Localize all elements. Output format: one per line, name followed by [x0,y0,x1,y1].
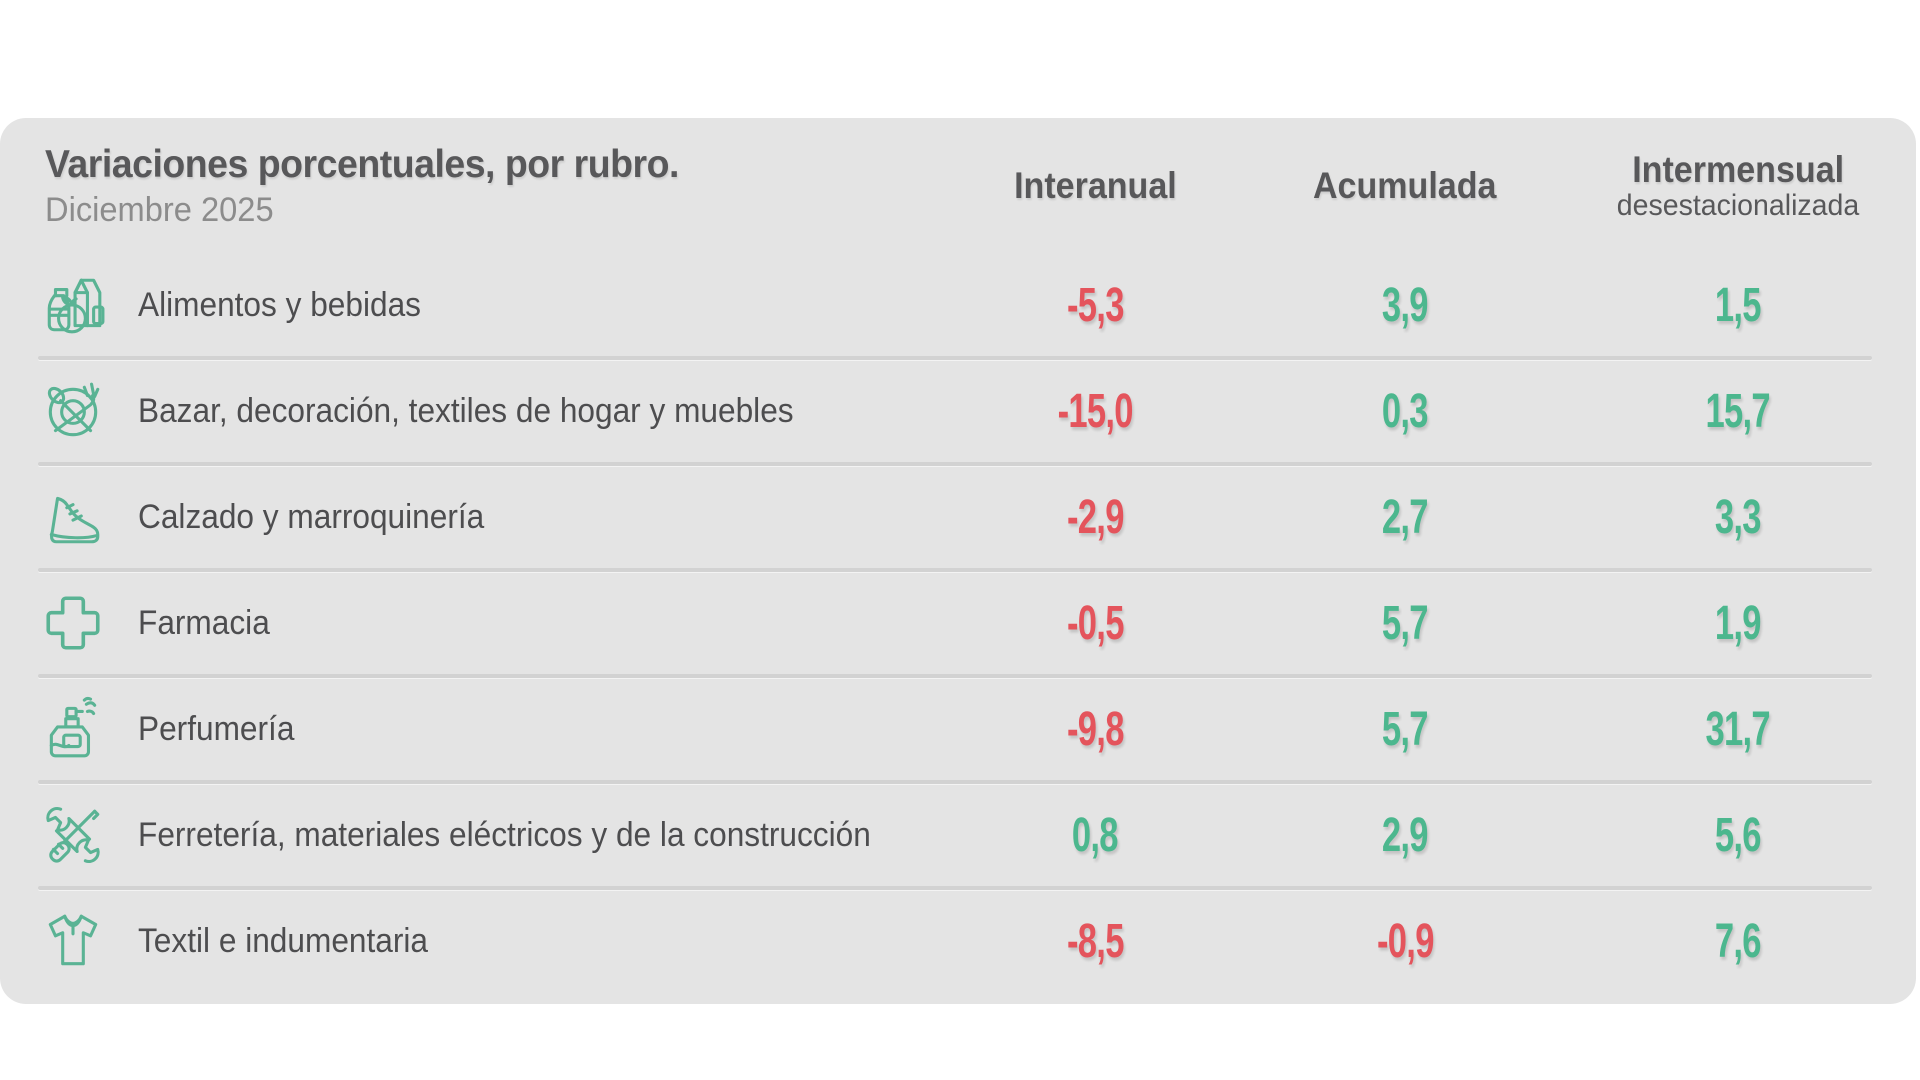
title-block: Variaciones porcentuales, por rubro. Dic… [0,143,940,230]
row-divider [38,568,1872,572]
value-interanual: -5,3 [1066,278,1124,332]
value-acumulada: 5,7 [1382,596,1429,650]
value-interanual: -2,9 [1066,490,1124,544]
value-acumulada: -0,9 [1376,914,1434,968]
tools-icon [40,802,106,868]
column-header-label: Interanual [1013,165,1177,207]
row-divider [38,780,1872,784]
value-intermensual: 31,7 [1705,702,1771,756]
page-title: Variaciones porcentuales, por rubro. [45,142,679,186]
column-header-label: Intermensual [1632,148,1844,190]
value-interanual: -0,5 [1066,596,1124,650]
shoe-icon [40,484,106,550]
row-label: Perfumería [138,709,295,748]
table-row: Textil e indumentaria -8,5 -0,9 7,6 [0,890,1916,992]
row-divider [38,886,1872,890]
value-interanual: -15,0 [1057,384,1133,438]
value-acumulada: 3,9 [1382,278,1429,332]
value-intermensual: 5,6 [1715,808,1762,862]
row-divider [38,356,1872,360]
row-label: Alimentos y bebidas [138,285,421,324]
column-header-interanual: Interanual [940,166,1250,206]
pharmacy-cross-icon [40,590,106,656]
column-header-acumulada: Acumulada [1250,166,1560,206]
value-intermensual: 1,9 [1715,596,1762,650]
column-header-intermensual: Intermensual desestacionalizada [1560,148,1916,222]
value-intermensual: 15,7 [1705,384,1771,438]
row-label: Ferretería, materiales eléctricos y de l… [138,815,871,854]
row-label: Bazar, decoración, textiles de hogar y m… [138,391,794,430]
row-label: Textil e indumentaria [138,921,429,960]
row-divider [38,674,1872,678]
table-row: Farmacia -0,5 5,7 1,9 [0,572,1916,674]
perfume-icon [40,696,106,762]
table-row: Ferretería, materiales eléctricos y de l… [0,784,1916,886]
value-interanual: -9,8 [1066,702,1124,756]
table-row: Perfumería -9,8 5,7 31,7 [0,678,1916,780]
row-label: Calzado y marroquinería [138,497,485,536]
table-row: Alimentos y bebidas -5,3 3,9 1,5 [0,254,1916,356]
value-interanual: 0,8 [1072,808,1119,862]
value-interanual: -8,5 [1066,914,1124,968]
value-acumulada: 0,3 [1382,384,1429,438]
tableware-icon [40,378,106,444]
value-intermensual: 3,3 [1715,490,1762,544]
table-header: Variaciones porcentuales, por rubro. Dic… [0,118,1916,254]
value-acumulada: 2,9 [1382,808,1429,862]
row-divider [38,462,1872,466]
period-subtitle: Diciembre 2025 [45,190,274,229]
value-acumulada: 2,7 [1382,490,1429,544]
tshirt-icon [40,908,106,974]
column-header-sublabel: desestacionalizada [1616,188,1860,222]
column-header-label: Acumulada [1313,165,1497,207]
value-acumulada: 5,7 [1382,702,1429,756]
groceries-icon [40,272,106,338]
variations-table-card: Variaciones porcentuales, por rubro. Dic… [0,118,1916,1004]
table-row: Bazar, decoración, textiles de hogar y m… [0,360,1916,462]
row-label: Farmacia [138,603,270,642]
value-intermensual: 1,5 [1715,278,1762,332]
value-intermensual: 7,6 [1715,914,1762,968]
table-row: Calzado y marroquinería -2,9 2,7 3,3 [0,466,1916,568]
